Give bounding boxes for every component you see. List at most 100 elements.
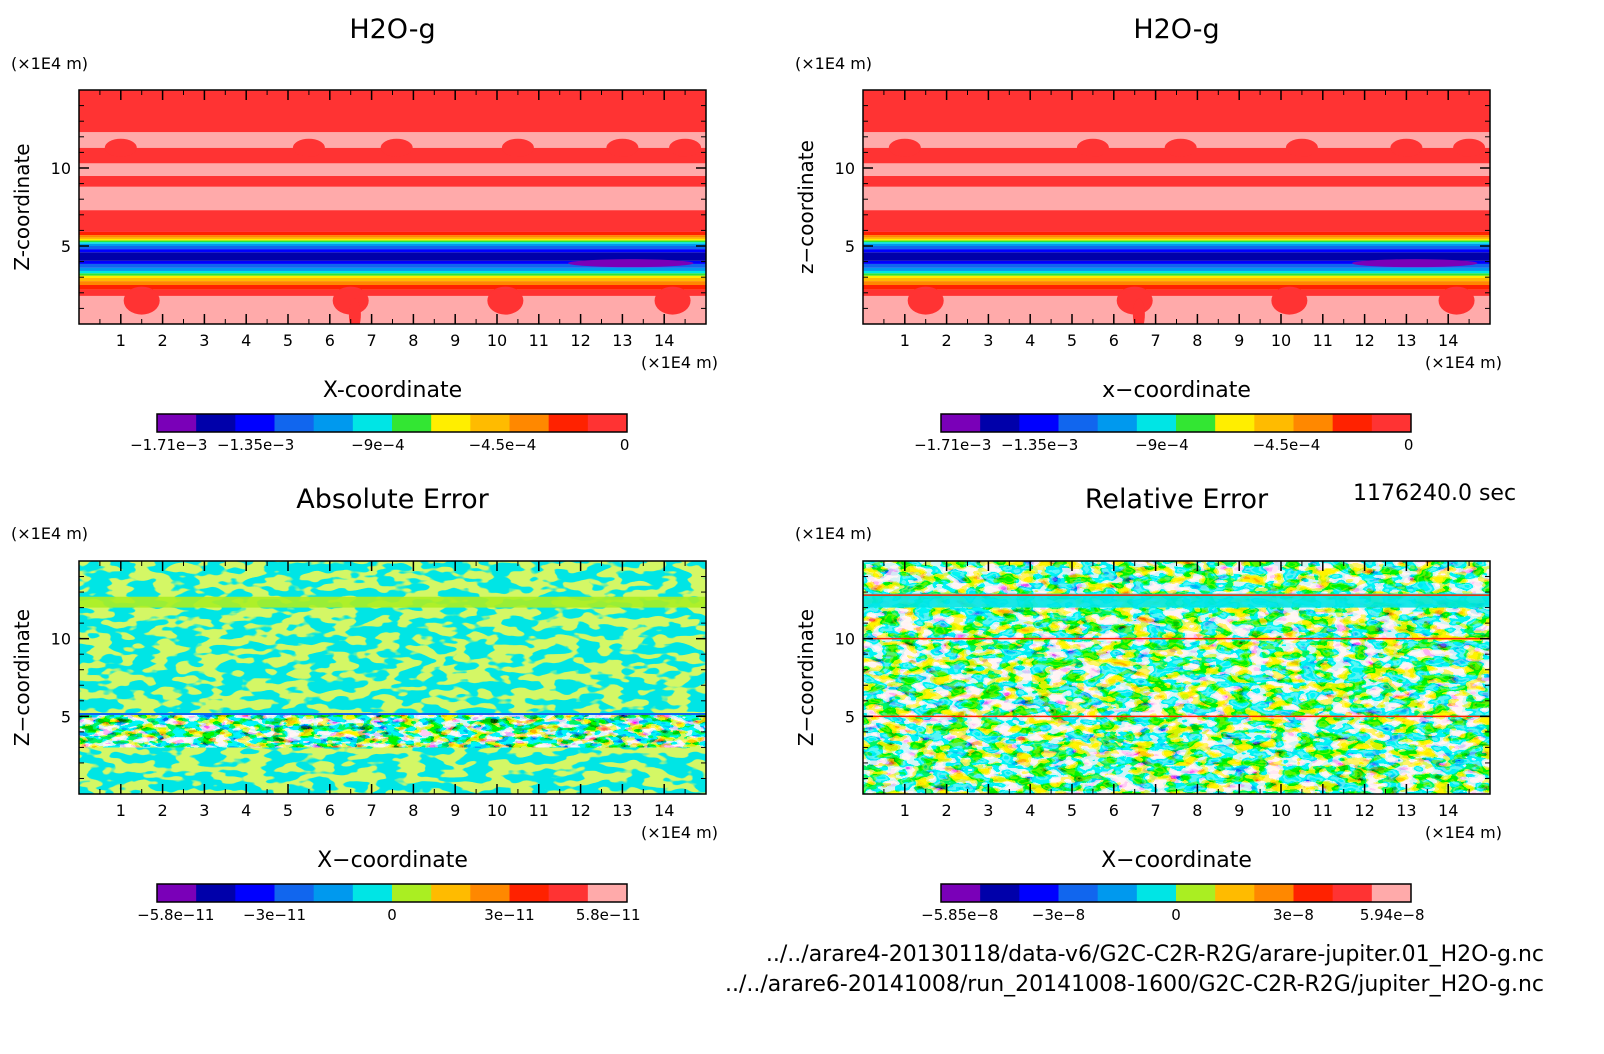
colorbar-tick-label: 3e−8 (1273, 906, 1314, 924)
field-band (863, 249, 1490, 253)
colorbar-segment (1136, 884, 1177, 902)
field-band (863, 289, 1490, 296)
field-band (79, 249, 706, 253)
colorbar-segment (235, 414, 275, 432)
colorbar-tick-label: 0 (620, 436, 630, 454)
x-tick-label: 5 (283, 801, 293, 820)
colorbar-segment (548, 884, 589, 902)
colorbar-segment (1019, 414, 1059, 432)
colorbar-segment (1254, 414, 1294, 432)
field-band (863, 240, 1490, 243)
colorbar-segment (1176, 884, 1216, 902)
field-band (863, 281, 1490, 285)
x-tick-label: 1 (900, 331, 910, 350)
y-axis-label: Z-coordinate (10, 143, 34, 270)
field-lobe (606, 138, 639, 157)
colorbar-segment (392, 414, 432, 432)
field-band (863, 260, 1490, 264)
field-band (863, 285, 1490, 290)
y-axis-label: Z−coordinate (794, 609, 818, 746)
field-lobe (501, 138, 534, 157)
colorbar-segment (1254, 884, 1294, 902)
field-lobe (1164, 138, 1197, 157)
colorbar-segment (941, 414, 981, 432)
x-tick-label: 14 (654, 801, 674, 820)
field-lobe (1285, 138, 1318, 157)
y-tick-label: 5 (61, 707, 71, 726)
field-band (863, 252, 1490, 261)
x-unit-label: (×1E4 m) (1425, 353, 1502, 372)
y-unit-label: (×1E4 m) (11, 524, 88, 543)
colorbar-segment (1019, 884, 1059, 902)
colorbar-tick-label: −3e−8 (1032, 906, 1085, 924)
colorbar-segment (470, 884, 510, 902)
field-band (863, 210, 1490, 232)
x-tick-label: 13 (612, 331, 632, 350)
colorbar-segment (1136, 414, 1177, 432)
x-axis: 1 2 3 4 5 6 7 8 9 10 11 12 13 14 (883, 90, 1470, 350)
colorbar: −1.71e−3 −1.35e−3 −9e−4 −4.5e−4 0 (914, 413, 1413, 454)
field-lobe (888, 138, 921, 157)
x-tick-label: 2 (942, 801, 952, 820)
x-tick-label: 3 (983, 801, 993, 820)
x-tick-label: 8 (408, 801, 418, 820)
colorbar-segment (313, 884, 354, 902)
x-tick-label: 5 (1067, 801, 1077, 820)
time-label: 1176240.0 sec (1353, 481, 1517, 506)
x-axis: 1 2 3 4 5 6 7 8 9 10 11 12 13 14 (883, 561, 1470, 820)
x-tick-label: 10 (487, 801, 507, 820)
field-band (863, 238, 1490, 241)
x-tick-label: 7 (367, 331, 377, 350)
field-lobe (292, 138, 325, 157)
x-tick-label: 11 (529, 801, 549, 820)
colorbar-frame (156, 413, 628, 433)
x-tick-label: 10 (487, 331, 507, 350)
field-minimum (1352, 259, 1478, 268)
x-tick-label: 13 (1396, 331, 1416, 350)
y-axis: 5 10 (51, 105, 706, 309)
y-tick-label: 5 (61, 237, 71, 256)
colorbar-segment (1371, 414, 1412, 432)
colorbar-segment (509, 414, 550, 432)
x-tick-label: 12 (570, 331, 590, 350)
field-band (79, 240, 706, 243)
x-tick-label: 2 (158, 331, 168, 350)
x-tick-label: 6 (325, 331, 335, 350)
colorbar-frame (940, 883, 1412, 903)
x-tick-label: 9 (450, 801, 460, 820)
field-band (79, 90, 706, 133)
y-tick-label: 5 (845, 237, 855, 256)
x-tick-label: 6 (1109, 331, 1119, 350)
field-band (79, 277, 706, 282)
error-band (863, 593, 1490, 608)
colorbar-tick-label: −5.85e−8 (921, 906, 998, 924)
y-tick-label: 10 (835, 159, 855, 178)
colorbar-segment (1176, 414, 1216, 432)
colorbar-segment (941, 884, 981, 902)
error-noise (79, 561, 706, 794)
field-lobe (123, 286, 160, 315)
x-tick-label: 7 (1151, 331, 1161, 350)
field-band (79, 275, 706, 278)
colorbar-segment (1293, 414, 1334, 432)
field-band (863, 235, 1490, 238)
colorbar-segment (548, 414, 589, 432)
colorbar-segment (980, 414, 1020, 432)
field-lobe (1076, 138, 1109, 157)
x-tick-label: 6 (325, 801, 335, 820)
colorbar-segment (1293, 884, 1334, 902)
x-tick-label: 9 (450, 331, 460, 350)
field-band (79, 289, 706, 296)
x-axis-label: X-coordinate (323, 378, 462, 403)
x-tick-label: 9 (1234, 801, 1244, 820)
colorbar-tick-label: −1.35e−3 (217, 436, 294, 454)
chart-title: H2O-g (349, 14, 435, 45)
colorbar-segment (431, 884, 471, 902)
colorbar-segment (509, 884, 550, 902)
field-band (863, 275, 1490, 278)
field-band (79, 281, 706, 285)
x-tick-label: 2 (158, 801, 168, 820)
x-tick-label: 3 (983, 331, 993, 350)
